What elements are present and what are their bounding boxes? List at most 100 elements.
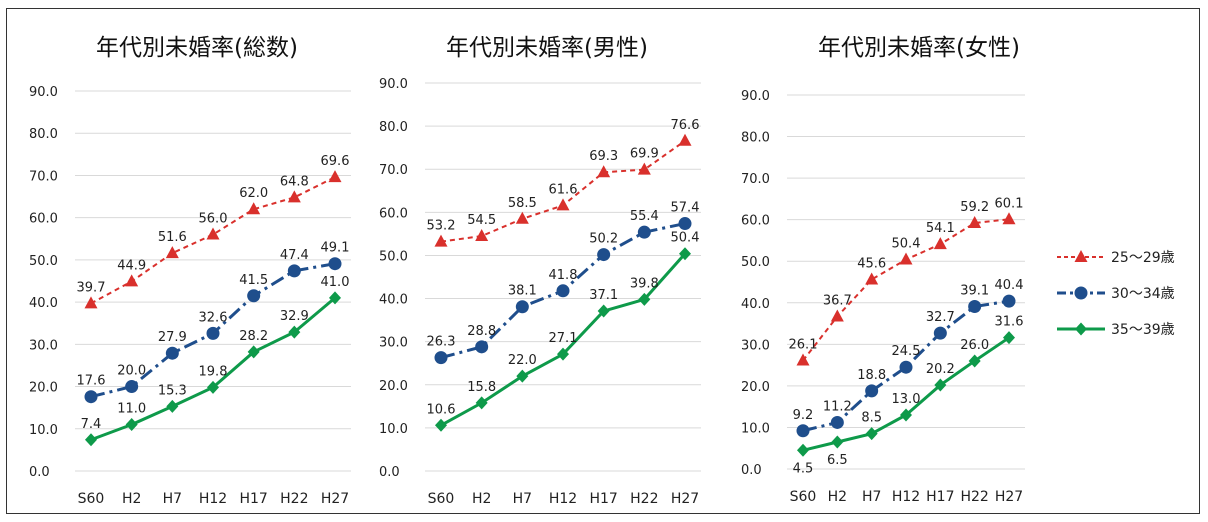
y-tick-label: 70.0 [741,172,770,187]
data-label: 54.1 [926,221,955,236]
data-label: 26.0 [960,338,989,353]
x-tick-label: H2 [122,491,141,507]
data-point [597,304,610,318]
data-point [1002,212,1016,225]
data-point [968,354,981,368]
data-label: 50.4 [892,237,921,252]
data-label: 38.1 [508,284,537,299]
data-point [206,227,220,240]
data-label: 15.3 [158,383,187,398]
series-2: 17.6 20.0 27.9 32.6 41.5 47.4 49.1 [77,241,349,404]
data-point [247,202,261,215]
x-tick-label: S60 [428,491,455,507]
data-point [84,296,98,309]
data-point [597,248,611,262]
data-point [475,396,488,410]
data-label: 76.6 [671,118,700,133]
y-tick-label: 40.0 [379,293,408,308]
x-tick-label: H7 [862,489,881,505]
x-tick-label: H7 [163,491,182,507]
data-point [329,291,341,305]
series-3: 4.5 6.5 8.5 13.0 20.2 26.0 31.6 [793,315,1024,477]
data-label: 32.6 [199,310,228,325]
y-tick-label: 30.0 [379,336,408,351]
y-tick-label: 10.0 [379,422,408,437]
data-label: 22.0 [508,353,537,368]
data-label: 39.7 [77,280,106,295]
y-tick-label: 80.0 [29,127,58,142]
data-label: 44.9 [117,258,146,273]
legend-label: 25～29歳 [1111,250,1175,266]
data-label: 40.4 [995,278,1024,293]
x-tick-label: S60 [78,491,105,507]
x-tick-label: H7 [513,491,532,507]
y-tick-label: 30.0 [741,338,770,353]
data-label: 24.5 [892,344,921,359]
y-tick-label: 20.0 [29,381,58,396]
chart-panel-2: 年代別未婚率(男性) 0.0 10.0 20.0 30.0 40.0 50.0 60.0 70.… [379,35,701,507]
data-label: 51.6 [158,230,187,245]
series-1: 53.2 54.5 58.5 61.6 69.3 69.9 76.6 [427,118,700,247]
data-point [515,300,529,314]
data-point [125,418,138,432]
data-point [1003,331,1015,345]
data-point [968,300,982,314]
x-tick-label: H17 [926,489,954,505]
legend-marker [1075,322,1087,336]
y-tick-label: 10.0 [741,421,770,436]
data-label: 28.2 [239,329,268,344]
data-point [434,351,448,365]
y-tick-label: 50.0 [741,255,770,270]
legend: 25～29歳 30～34歳 35～39歳 [1057,250,1175,338]
data-label: 19.8 [199,364,228,379]
data-point [678,217,692,231]
data-label: 7.4 [81,417,102,432]
data-point [865,384,879,398]
y-tick-label: 0.0 [29,465,50,480]
x-tick-label: H22 [280,491,308,507]
data-label: 53.2 [427,219,456,234]
x-tick-label: H2 [472,491,491,507]
data-label: 69.9 [630,147,659,162]
y-tick-label: 60.0 [29,212,58,227]
data-label: 32.9 [280,309,309,324]
data-point [830,415,844,429]
data-point [328,170,342,183]
data-label: 69.3 [589,149,618,164]
data-point [84,390,98,404]
data-point [830,309,844,322]
series-2: 26.3 28.8 38.1 41.8 50.2 55.4 57.4 [427,201,699,365]
data-label: 50.2 [589,232,618,247]
data-point [637,162,651,175]
data-point [515,211,529,224]
data-label: 31.6 [995,315,1024,330]
data-point [638,292,651,306]
data-point [475,340,489,354]
data-label: 56.0 [199,212,228,227]
chart-canvas: 年代別未婚率(総数) 0.0 10.0 20.0 30.0 40.0 50.0 60.0 70.… [29,35,1175,507]
data-label: 60.1 [995,196,1024,211]
data-point [556,198,570,211]
data-label: 20.2 [926,362,955,377]
data-label: 26.3 [427,335,456,350]
x-tick-label: H12 [892,489,920,505]
data-label: 47.4 [280,248,309,263]
data-point [796,353,810,366]
data-point [678,133,692,146]
data-point [933,326,947,340]
y-tick-label: 0.0 [741,463,762,478]
chart-panel-1: 年代別未婚率(総数) 0.0 10.0 20.0 30.0 40.0 50.0 60.0 70.… [29,35,351,507]
data-point [475,229,489,242]
y-tick-label: 50.0 [379,249,408,264]
data-point [125,380,139,394]
data-label: 9.2 [793,408,814,423]
data-point [434,234,448,247]
data-label: 41.8 [549,268,578,283]
data-label: 4.5 [793,461,814,476]
data-label: 6.5 [827,453,848,468]
data-label: 61.6 [549,182,578,197]
data-point [934,378,947,392]
data-label: 39.8 [630,276,659,291]
data-label: 20.0 [117,364,146,379]
x-tick-label: H17 [239,491,267,507]
